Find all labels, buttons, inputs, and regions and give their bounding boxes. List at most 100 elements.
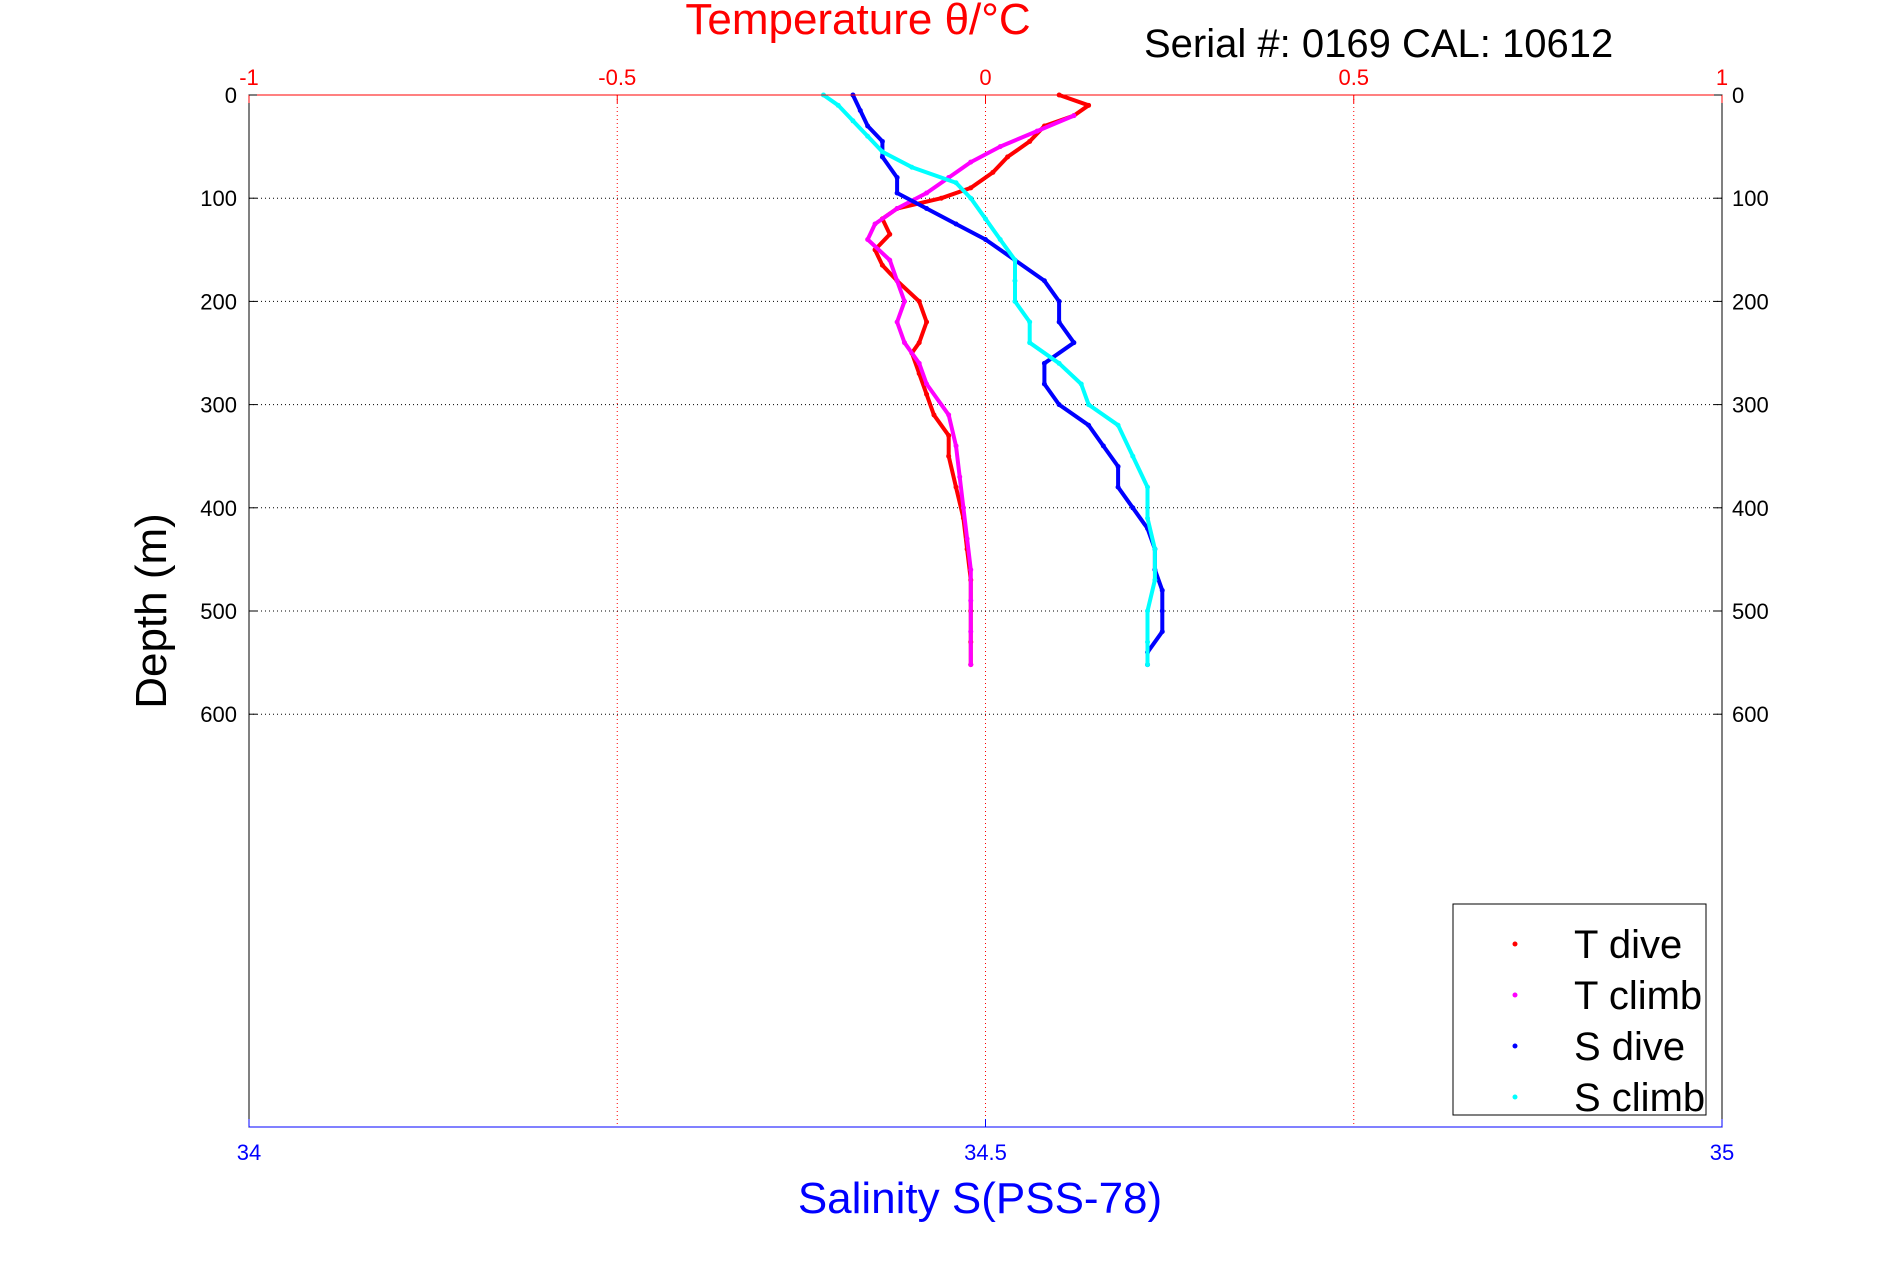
data-point	[953, 221, 959, 227]
data-point	[850, 118, 856, 124]
data-point	[1115, 464, 1121, 470]
top-axis-tick-label: 1	[1716, 65, 1728, 90]
data-point	[1041, 278, 1047, 284]
data-point	[894, 278, 900, 284]
x-axis-label: Salinity S(PSS-78)	[798, 1174, 1162, 1223]
data-point	[1012, 298, 1018, 304]
data-point	[872, 221, 878, 227]
data-point	[1130, 505, 1136, 511]
data-point	[924, 319, 930, 325]
data-point	[865, 133, 871, 139]
data-point	[1145, 662, 1151, 668]
top-axis-tick-label: -0.5	[598, 65, 636, 90]
data-point	[953, 443, 959, 449]
data-point	[1056, 360, 1062, 366]
data-point	[894, 319, 900, 325]
data-point	[1145, 515, 1151, 521]
data-point	[946, 453, 952, 459]
data-point	[960, 505, 966, 511]
data-point	[1056, 319, 1062, 325]
bottom-axis-tick-label: 34	[237, 1140, 261, 1165]
data-point	[931, 412, 937, 418]
data-point	[957, 474, 963, 480]
data-point	[909, 164, 915, 170]
legend-marker	[1512, 941, 1518, 947]
y-axis-tick-label-right: 600	[1732, 702, 1769, 727]
bottom-axis-tick-label: 35	[1710, 1140, 1734, 1165]
data-point	[879, 138, 885, 144]
y-axis-tick-label-right: 400	[1732, 496, 1769, 521]
chart-title: Temperature θ/°C	[685, 0, 1030, 44]
y-axis-tick-label-left: 400	[200, 496, 237, 521]
data-point	[865, 236, 871, 242]
data-point	[924, 190, 930, 196]
data-point	[1078, 381, 1084, 387]
data-point	[901, 298, 907, 304]
data-point	[916, 340, 922, 346]
data-point	[1145, 484, 1151, 490]
data-point	[916, 298, 922, 304]
y-axis-tick-label-right: 300	[1732, 393, 1769, 418]
data-point	[1152, 546, 1158, 552]
data-point	[1071, 340, 1077, 346]
data-point	[1159, 608, 1165, 614]
legend-label: S dive	[1574, 1025, 1685, 1069]
data-point	[887, 257, 893, 263]
legend-marker	[1512, 1043, 1518, 1049]
data-point	[968, 195, 974, 201]
data-point	[894, 206, 900, 212]
data-point	[968, 185, 974, 191]
data-point	[887, 231, 893, 237]
top-axis-tick-label: 0.5	[1338, 65, 1369, 90]
legend-box	[1452, 903, 1707, 1116]
data-point	[1012, 278, 1018, 284]
y-axis-tick-label-right: 0	[1732, 83, 1744, 108]
data-point	[946, 412, 952, 418]
data-point	[1159, 629, 1165, 635]
y-axis-tick-label-left: 100	[200, 186, 237, 211]
y-axis-tick-label-left: 0	[225, 83, 237, 108]
data-point	[1086, 102, 1092, 108]
data-point	[865, 123, 871, 129]
top-axis-tick-label: 0	[979, 65, 991, 90]
data-point	[968, 629, 974, 635]
data-point	[968, 567, 974, 573]
data-point	[968, 662, 974, 668]
y-axis-tick-label-right: 200	[1732, 289, 1769, 314]
data-point	[1012, 257, 1018, 263]
data-point	[1041, 381, 1047, 387]
data-point	[1034, 128, 1040, 134]
data-point	[997, 236, 1003, 242]
data-point	[953, 484, 959, 490]
top-axis-tick-label: -1	[239, 65, 259, 90]
y-axis-tick-label-right: 100	[1732, 186, 1769, 211]
data-point	[1130, 453, 1136, 459]
data-point	[953, 180, 959, 186]
y-axis-tick-label-left: 200	[200, 289, 237, 314]
data-point	[1086, 402, 1092, 408]
series-group	[820, 92, 1165, 668]
data-point	[901, 340, 907, 346]
data-point	[964, 536, 970, 542]
data-point	[983, 236, 988, 242]
data-point	[1005, 154, 1011, 160]
data-point	[879, 154, 885, 160]
data-point	[857, 107, 863, 113]
data-point	[997, 144, 1003, 150]
data-point	[1086, 422, 1092, 428]
legend-marker	[1512, 1094, 1518, 1100]
data-point	[879, 262, 885, 268]
y-axis-tick-label-left: 300	[200, 393, 237, 418]
data-point	[983, 216, 988, 222]
data-point	[1041, 360, 1047, 366]
data-point	[1152, 577, 1158, 583]
data-point	[1071, 113, 1077, 119]
y-axis-tick-label-right: 500	[1732, 599, 1769, 624]
ticks: -1 -0.5 0 0.5 1 34 34.5 35 0 0 100 100 200 200 300 300 4…	[200, 65, 1768, 1165]
legend-label: T dive	[1574, 923, 1682, 967]
data-point	[1100, 443, 1106, 449]
data-point	[990, 169, 996, 175]
data-point	[1115, 422, 1121, 428]
data-point	[916, 360, 922, 366]
